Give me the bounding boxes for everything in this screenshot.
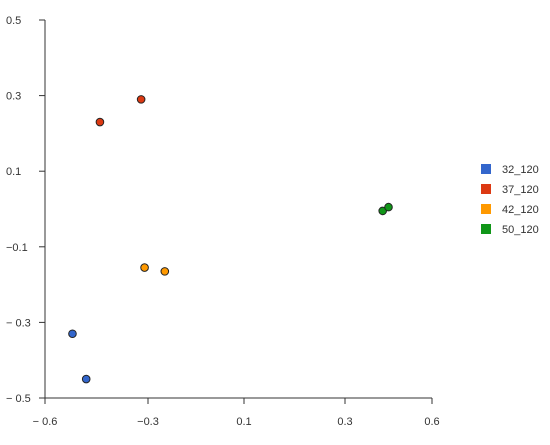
x-tick-label: −0.3 (137, 416, 159, 428)
data-point-42_120 (160, 267, 170, 276)
legend-swatch (481, 224, 491, 234)
legend-swatch (481, 204, 491, 214)
legend: 32_120 37_120 42_120 50_120 (481, 164, 539, 236)
legend-label: 42_120 (502, 204, 539, 216)
data-point-37_120 (136, 95, 146, 104)
y-tick-label: − 0.3 (6, 317, 31, 329)
data-point-50_120 (384, 202, 393, 212)
y-tick-label: 0.1 (6, 166, 21, 178)
y-ticks: 0.5 0.3 0.1 −0.1 − 0.3 − 0.5 (6, 15, 45, 405)
data-point-32_120 (68, 329, 77, 339)
y-tick-label: −0.1 (6, 242, 28, 254)
y-tick-label: − 0.5 (6, 393, 31, 405)
x-tick-label: − 0.6 (33, 416, 58, 428)
legend-label: 32_120 (502, 164, 539, 176)
data-point-42_120 (140, 263, 149, 272)
x-tick-label: 0.6 (424, 416, 439, 428)
x-tick-label: 0.3 (337, 416, 352, 428)
legend-label: 37_120 (502, 184, 539, 196)
data-point-32_120 (81, 374, 91, 384)
y-tick-label: 0.3 (6, 91, 21, 103)
legend-swatch (481, 184, 491, 194)
x-ticks: − 0.6 −0.3 0.1 0.3 0.6 (33, 398, 440, 428)
legend-swatch (481, 164, 491, 174)
y-tick-label: 0.5 (6, 15, 21, 27)
data-point-37_120 (95, 117, 105, 127)
x-tick-label: 0.1 (236, 416, 251, 428)
legend-label: 50_120 (502, 224, 539, 236)
data-points (68, 95, 393, 384)
